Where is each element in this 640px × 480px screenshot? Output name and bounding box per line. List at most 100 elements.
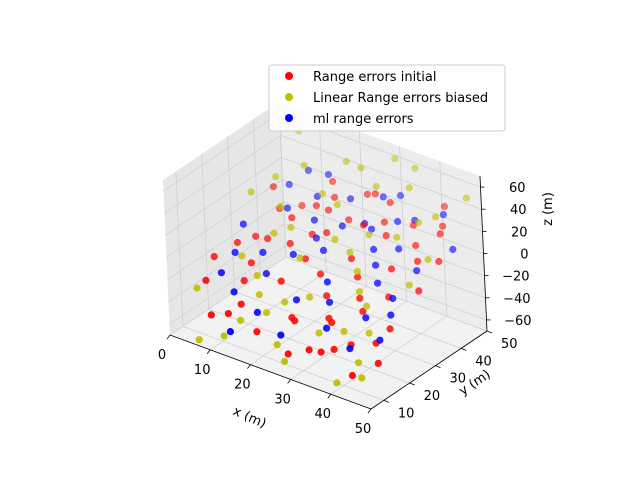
point-series-1	[431, 213, 440, 221]
point-series-0	[387, 265, 396, 273]
y-tick-mark	[461, 347, 467, 351]
x-tick-label: 20	[234, 378, 251, 393]
point-series-2	[387, 311, 395, 319]
point-series-1	[318, 190, 326, 198]
point-series-2	[285, 180, 293, 189]
point-series-1	[405, 281, 413, 289]
point-series-2	[338, 222, 346, 230]
point-series-2	[346, 195, 355, 203]
point-series-1	[306, 293, 314, 301]
grid-line	[282, 179, 484, 254]
point-series-2	[304, 166, 312, 174]
point-series-2	[319, 246, 328, 254]
point-series-0	[348, 371, 356, 380]
point-series-0	[277, 277, 285, 285]
point-series-2	[262, 270, 270, 278]
point-series-1	[346, 248, 354, 256]
point-series-1	[424, 256, 432, 264]
point-series-0	[436, 230, 444, 238]
point-series-0	[253, 328, 261, 336]
point-series-1	[195, 336, 203, 344]
tick-labels: 0 10 20 30 40 50 10 20 30 40 50 60 40 20 0 −20 −40 −60	[158, 181, 532, 437]
point-series-2	[310, 216, 318, 224]
point-series-0	[328, 318, 336, 327]
grid-line	[163, 112, 280, 192]
point-series-1	[340, 327, 348, 335]
point-series-0	[380, 218, 388, 226]
z-tick-label: −20	[502, 270, 529, 285]
point-series-0	[371, 190, 379, 198]
point-series-2	[217, 269, 225, 277]
point-series-0	[359, 307, 367, 315]
point-series-1	[255, 291, 263, 299]
x-tick-label: 10	[194, 363, 211, 378]
point-series-2	[396, 192, 405, 200]
point-series-0	[202, 276, 210, 284]
point-series-0	[345, 216, 353, 224]
point-series-0	[412, 241, 420, 250]
point-series-0	[233, 238, 241, 247]
point-series-0	[298, 201, 306, 210]
grid-line	[169, 256, 287, 336]
point-series-0	[316, 270, 325, 278]
point-series-0	[439, 222, 447, 230]
point-series-1	[315, 329, 323, 337]
point-series-1	[253, 272, 261, 280]
point-series-1	[333, 379, 341, 387]
point-series-1	[272, 173, 280, 181]
point-series-0	[330, 345, 338, 353]
point-series-1	[355, 288, 364, 296]
point-series-1	[363, 302, 371, 310]
x-tick-label: 40	[315, 407, 332, 422]
point-series-0	[415, 287, 423, 295]
point-series-0	[440, 202, 448, 210]
grid-line	[169, 245, 286, 325]
point-series-2	[226, 328, 234, 336]
point-series-2	[374, 279, 382, 287]
x-tick-label: 0	[158, 348, 166, 363]
point-series-1	[296, 254, 304, 262]
point-series-2	[289, 250, 297, 258]
point-series-1	[462, 194, 470, 202]
point-series-0	[363, 190, 371, 198]
point-series-0	[312, 202, 320, 210]
point-series-2	[346, 345, 354, 353]
point-series-0	[305, 346, 313, 354]
point-series-2	[324, 170, 332, 179]
point-series-1	[238, 252, 246, 260]
legend-label-range-errors-initial: Range errors initial	[313, 70, 436, 85]
y-tick-label: 50	[501, 337, 518, 352]
grid-line	[330, 315, 448, 395]
point-series-1	[357, 164, 365, 172]
point-series-1	[280, 357, 289, 365]
point-series-2	[376, 336, 384, 344]
point-series-0	[224, 310, 232, 318]
point-series-0	[382, 232, 390, 240]
point-series-0	[435, 257, 443, 266]
point-series-1	[405, 184, 413, 192]
grid-line	[234, 291, 436, 367]
point-series-1	[415, 219, 423, 227]
point-series-1	[358, 374, 366, 382]
point-series-1	[277, 202, 285, 211]
z-tick-label: 0	[520, 248, 528, 263]
point-series-1	[300, 161, 308, 169]
x-tick-mark	[287, 379, 291, 384]
point-series-1	[237, 316, 245, 324]
point-series-2	[389, 294, 397, 303]
point-series-2	[326, 298, 334, 306]
grid-line	[285, 245, 487, 321]
point-series-2	[439, 211, 447, 219]
point-series-2	[239, 220, 247, 228]
point-series-0	[414, 257, 422, 265]
grid-line	[283, 201, 485, 277]
y-tick-mark	[409, 382, 415, 386]
grid-line	[285, 256, 488, 332]
grid-line	[290, 301, 407, 380]
point-series-1	[193, 284, 201, 292]
point-series-0	[323, 292, 331, 300]
point-series-0	[286, 239, 294, 248]
grid-line	[166, 179, 283, 258]
y-tick-mark	[383, 399, 390, 403]
